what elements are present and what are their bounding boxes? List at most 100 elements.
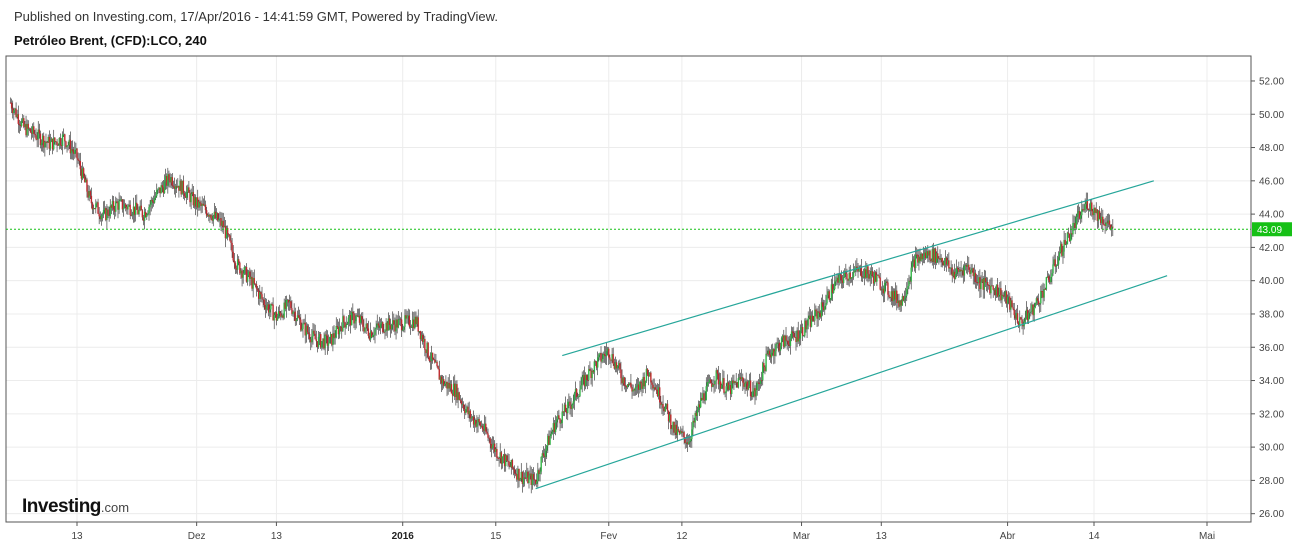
candle-body	[257, 290, 260, 299]
candle	[482, 423, 485, 434]
candle	[265, 298, 268, 314]
candle-body	[492, 443, 495, 446]
candle	[310, 336, 312, 351]
candle-body	[713, 384, 715, 386]
candle-body	[488, 437, 490, 439]
candle-body	[876, 274, 878, 282]
candle	[286, 298, 289, 307]
candle	[123, 199, 126, 209]
candle	[168, 170, 170, 188]
candle	[972, 267, 974, 285]
candle	[500, 450, 503, 470]
candle-body	[672, 421, 674, 429]
y-tick-label: 36.00	[1259, 343, 1284, 354]
candle-body	[1065, 244, 1068, 246]
candle-body	[270, 303, 272, 310]
candle-body	[674, 424, 676, 433]
candle	[888, 291, 890, 299]
candle	[635, 379, 638, 395]
candle-body	[92, 208, 95, 210]
candle-body	[1096, 209, 1099, 221]
candle-body	[298, 317, 301, 320]
candle-body	[911, 262, 914, 268]
candle-body	[620, 369, 622, 379]
candle	[609, 354, 611, 364]
candle	[441, 375, 444, 391]
candle	[341, 322, 343, 339]
candle	[214, 205, 217, 220]
candle-body	[698, 404, 701, 408]
candle-body	[486, 431, 488, 434]
candle	[302, 319, 304, 338]
candle	[939, 249, 941, 263]
candle-body	[327, 343, 330, 346]
candle	[483, 415, 486, 436]
candle-body	[717, 373, 720, 385]
candle	[959, 267, 961, 277]
candle	[458, 391, 460, 401]
candle	[45, 133, 47, 148]
candle-body	[785, 335, 787, 341]
candle-body	[532, 474, 535, 480]
candle-body	[728, 385, 731, 390]
candle	[201, 196, 203, 213]
candle-body	[575, 388, 578, 398]
candle-body	[509, 465, 511, 468]
candle	[223, 216, 226, 228]
candle	[232, 244, 234, 262]
candle	[969, 267, 971, 277]
candle-body	[613, 363, 616, 369]
candle-body	[235, 268, 238, 270]
candle	[786, 335, 788, 350]
candle-body	[614, 362, 617, 369]
candle-body	[91, 203, 94, 210]
candle-body	[861, 276, 864, 278]
candle	[548, 430, 550, 446]
candle	[752, 382, 754, 400]
candle-body	[119, 199, 121, 201]
candle	[35, 128, 37, 141]
candle	[591, 368, 593, 387]
candle	[707, 374, 710, 387]
candle-body	[715, 370, 717, 381]
candle-body	[28, 128, 31, 130]
candle	[1017, 321, 1020, 329]
candle	[34, 129, 36, 138]
candle-body	[117, 202, 119, 210]
candle	[292, 310, 294, 317]
candle	[611, 347, 613, 363]
candle	[932, 242, 935, 269]
candle	[1027, 310, 1030, 325]
candle	[467, 402, 469, 418]
candle-body	[244, 266, 247, 268]
candle-body	[176, 186, 178, 188]
candle-body	[318, 334, 321, 337]
candle	[666, 399, 669, 415]
candle-body	[605, 351, 608, 357]
candle-body	[429, 360, 432, 362]
candle	[733, 374, 735, 390]
candle-body	[842, 277, 845, 284]
candle-body	[967, 264, 969, 267]
candle-body	[116, 201, 118, 203]
candle	[729, 381, 732, 400]
candle-body	[290, 301, 292, 309]
candle	[192, 185, 195, 208]
candle	[163, 174, 166, 194]
candle-body	[1086, 200, 1089, 209]
x-tick-label: Abr	[1000, 531, 1016, 542]
candle-body	[287, 299, 290, 303]
candle	[883, 279, 886, 302]
candle-body	[294, 311, 296, 322]
candle	[383, 323, 385, 334]
candle	[675, 419, 678, 439]
candle	[386, 321, 388, 338]
candle	[999, 281, 1001, 302]
candle	[128, 200, 130, 207]
candle	[209, 213, 211, 224]
candle-body	[300, 319, 302, 331]
candle	[270, 303, 272, 318]
candle-body	[712, 384, 714, 387]
candle-body	[420, 334, 423, 340]
